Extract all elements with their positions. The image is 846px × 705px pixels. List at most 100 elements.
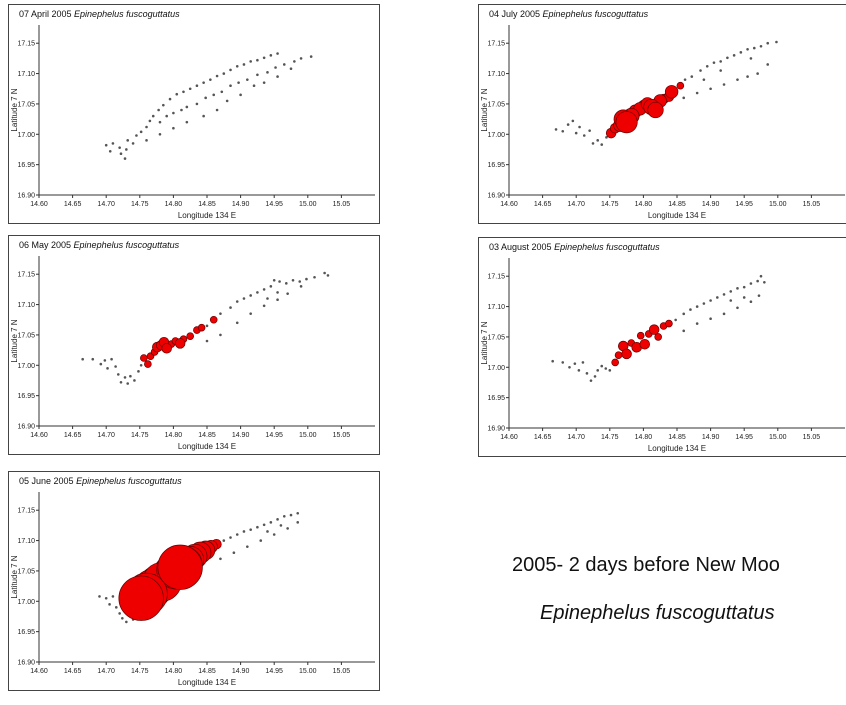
x-tick-label: 14.80 xyxy=(165,432,183,439)
chart-panel-jul: 04 July 2005 Epinephelus fuscoguttatus 14… xyxy=(478,4,846,224)
x-tick-label: 14.70 xyxy=(97,668,115,675)
data-point-small xyxy=(104,596,108,600)
data-point-small xyxy=(578,125,581,129)
data-point-small xyxy=(582,134,586,137)
data-point-small xyxy=(299,285,303,288)
data-point-small xyxy=(729,290,733,293)
data-point-small xyxy=(215,108,219,112)
data-point-small xyxy=(746,47,749,51)
caption-line2: Epinephelus fuscoguttatus xyxy=(540,602,775,624)
data-point-small xyxy=(276,291,279,294)
data-point-small xyxy=(705,64,709,68)
y-tick-label: 17.15 xyxy=(17,508,35,515)
x-tick-label: 14.75 xyxy=(131,201,149,208)
y-tick-label: 16.90 xyxy=(17,660,35,667)
y-tick-label: 16.95 xyxy=(17,629,35,636)
data-point-small xyxy=(286,292,289,295)
data-point-small xyxy=(104,143,108,147)
y-tick-label: 16.90 xyxy=(17,424,35,431)
data-point-small xyxy=(111,142,115,145)
scatter-chart-jul: 04 July 2005 Epinephelus fuscoguttatus 14… xyxy=(478,4,846,224)
data-point-small xyxy=(118,612,121,615)
data-point-small xyxy=(739,51,743,54)
data-point-small xyxy=(591,142,595,145)
data-point-small xyxy=(289,513,293,517)
data-points xyxy=(104,52,313,160)
x-tick-label: 14.60 xyxy=(30,432,48,439)
y-tick-label: 17.15 xyxy=(17,272,35,279)
data-point-small xyxy=(139,363,143,367)
data-points xyxy=(98,511,300,624)
x-tick-label: 14.75 xyxy=(131,668,149,675)
data-point-small xyxy=(736,306,739,310)
x-tick-label: 14.85 xyxy=(668,434,686,441)
y-tick-label: 17.10 xyxy=(17,538,35,545)
data-point-small xyxy=(695,91,699,95)
x-tick-label: 14.95 xyxy=(735,434,753,441)
data-point-small xyxy=(219,333,222,337)
data-point-small xyxy=(232,551,236,555)
data-point-small xyxy=(272,278,276,282)
x-tick-label: 14.80 xyxy=(635,201,653,208)
data-point-small xyxy=(172,126,175,130)
data-point-small xyxy=(125,148,128,151)
y-tick-label: 16.95 xyxy=(17,162,35,169)
data-point-small xyxy=(235,533,239,536)
x-tick-label: 14.90 xyxy=(702,434,720,441)
data-point-small xyxy=(256,291,259,294)
data-point-small xyxy=(205,339,209,343)
data-point-small xyxy=(766,63,770,66)
data-point-small xyxy=(775,40,778,44)
x-tick-label: 14.65 xyxy=(64,668,82,675)
data-point-small xyxy=(119,380,123,384)
data-point-large xyxy=(676,81,685,90)
x-axis-label: Longitude 134 E xyxy=(178,211,236,220)
x-axis-label: Longitude 134 E xyxy=(648,211,706,220)
data-point-large xyxy=(654,333,662,341)
y-tick-label: 17.05 xyxy=(487,334,505,341)
data-points xyxy=(554,40,778,146)
x-tick-label: 14.85 xyxy=(198,432,216,439)
x-tick-label: 15.00 xyxy=(299,668,317,675)
y-tick-label: 17.05 xyxy=(17,101,35,108)
data-point-small xyxy=(266,297,269,300)
data-point-small xyxy=(98,595,101,598)
data-point-small xyxy=(111,595,115,598)
chart-panel-apr: 07 April 2005 Epinephelus fuscoguttatus 1… xyxy=(8,4,380,224)
data-point-small xyxy=(235,300,239,303)
y-tick-label: 16.90 xyxy=(17,193,35,200)
data-point-small xyxy=(212,93,216,97)
data-point-small xyxy=(106,367,109,370)
data-point-small xyxy=(175,92,179,96)
data-point-small xyxy=(274,66,277,69)
data-point-small xyxy=(574,131,578,135)
data-point-large xyxy=(140,354,148,362)
data-point-small xyxy=(709,87,712,91)
data-point-small xyxy=(158,120,162,124)
data-point-small xyxy=(129,374,132,378)
data-point-small xyxy=(252,84,256,88)
data-point-small xyxy=(249,528,252,531)
title-date: 03 August 2005 xyxy=(489,242,554,252)
data-point-small xyxy=(180,108,183,112)
data-point-small xyxy=(110,357,113,361)
data-point-small xyxy=(726,56,729,60)
data-point-large xyxy=(621,348,632,360)
title-date: 04 July 2005 xyxy=(489,9,543,19)
x-tick-label: 14.80 xyxy=(165,201,183,208)
data-point-small xyxy=(282,514,286,518)
chart-title: 07 April 2005 Epinephelus fuscoguttatus xyxy=(19,9,180,19)
data-point-small xyxy=(172,111,175,115)
data-point-small xyxy=(205,324,209,328)
data-point-large xyxy=(209,315,218,324)
data-point-small xyxy=(202,114,205,118)
x-tick-label: 14.85 xyxy=(668,201,686,208)
data-point-small xyxy=(600,143,604,146)
data-point-large xyxy=(174,338,186,349)
data-point-small xyxy=(103,359,107,362)
data-point-small xyxy=(125,620,128,624)
y-tick-label: 17.10 xyxy=(17,302,35,309)
x-tick-label: 14.60 xyxy=(500,201,518,208)
caption-line1: 2005- 2 days before New Moo xyxy=(512,554,780,576)
data-point-large xyxy=(615,111,638,134)
